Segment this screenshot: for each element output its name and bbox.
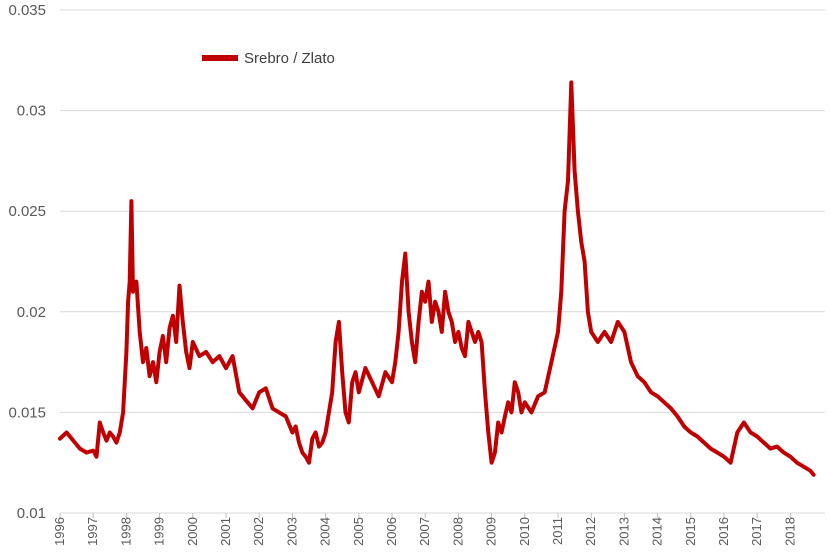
x-tick-label: 2005 [351, 517, 366, 546]
legend: Srebro / Zlato [202, 50, 335, 67]
y-tick-label: 0.03 [17, 103, 46, 120]
y-tick-label: 0.02 [17, 304, 46, 321]
series-line-0 [58, 80, 816, 477]
x-tick-label: 2012 [583, 517, 598, 546]
x-tick-label: 2018 [782, 517, 797, 546]
gridlines [60, 9, 825, 514]
legend-label: Srebro / Zlato [244, 50, 335, 67]
x-tick-label: 1997 [85, 517, 100, 546]
x-tick-label: 2010 [517, 517, 532, 546]
x-tick-label: 2014 [650, 517, 665, 546]
x-tick-label: 1999 [152, 517, 167, 546]
x-tick-label: 1998 [118, 517, 133, 546]
x-tick-label: 2017 [749, 517, 764, 546]
x-tick-label: 2001 [218, 517, 233, 546]
x-tick-label: 1996 [52, 517, 67, 546]
series-layer [58, 80, 816, 477]
y-axis-ticks: 0.01 0.015 0.02 0.025 0.03 0.035 [8, 2, 46, 522]
y-tick-label: 0.01 [17, 505, 46, 522]
x-tick-label: 2007 [417, 517, 432, 546]
x-tick-label: 2003 [284, 517, 299, 546]
x-tick-label: 2004 [318, 517, 333, 546]
x-tick-label: 2000 [185, 517, 200, 546]
y-tick-label: 0.015 [8, 404, 46, 421]
x-tick-label: 2002 [251, 517, 266, 546]
y-tick-label: 0.035 [8, 2, 46, 19]
x-tick-label: 2008 [450, 517, 465, 546]
x-tick-label: 2015 [683, 517, 698, 546]
x-tick-label: 2011 [550, 517, 565, 545]
x-tick-label: 2016 [716, 517, 731, 546]
y-tick-label: 0.025 [8, 203, 46, 220]
x-axis-ticks: 1996 1997 1998 1999 2000 2001 2002 2003 2004 2005… [52, 513, 797, 546]
x-tick-label: 2013 [616, 517, 631, 546]
x-tick-label: 2006 [384, 517, 399, 546]
x-tick-label: 2009 [484, 517, 499, 546]
